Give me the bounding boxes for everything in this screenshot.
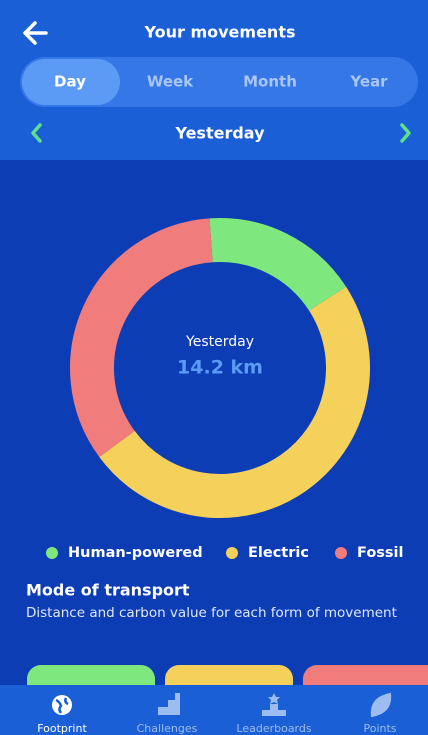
- back-button[interactable]: [23, 21, 48, 45]
- page-title: Your movements: [144, 23, 296, 42]
- challenges-icon: [158, 693, 180, 715]
- donut-segment: [99, 286, 370, 518]
- donut-segment: [209, 218, 347, 312]
- tab-active: [22, 59, 120, 105]
- donut-segment: [70, 218, 214, 457]
- tab-label[interactable]: Week: [147, 73, 194, 91]
- tab-label[interactable]: Month: [243, 73, 297, 91]
- nav-label[interactable]: Leaderboards: [236, 722, 311, 735]
- center-value: 14.2 km: [177, 357, 263, 379]
- tab-label[interactable]: Year: [349, 73, 388, 91]
- legend-swatch: [335, 547, 347, 559]
- center-label: Yesterday: [185, 334, 254, 350]
- date-label: Yesterday: [174, 124, 265, 143]
- leaderboards-icon: [262, 693, 286, 716]
- section-subtitle: Distance and carbon value for each form …: [26, 605, 397, 621]
- nav-labels: Footprint Challenges Leaderboards Points: [37, 722, 397, 735]
- legend: Human-powered Electric Fossil: [46, 545, 403, 561]
- tab-bar: [20, 57, 418, 107]
- points-icon: [370, 692, 392, 718]
- donut-chart: [70, 218, 370, 518]
- prev-button[interactable]: [31, 123, 42, 143]
- nav-label[interactable]: Footprint: [37, 722, 87, 735]
- legend-swatch: [46, 547, 58, 559]
- nav-label[interactable]: Challenges: [137, 722, 198, 735]
- bottom-nav: [0, 685, 428, 735]
- tab-label[interactable]: Day: [54, 73, 86, 91]
- legend-label: Electric: [248, 545, 309, 561]
- nav-label[interactable]: Points: [363, 722, 396, 735]
- section-title: Mode of transport: [26, 581, 190, 600]
- next-button[interactable]: [400, 123, 411, 143]
- globe-detail: [55, 697, 69, 714]
- legend-label: Human-powered: [68, 545, 203, 561]
- legend-swatch: [226, 547, 238, 559]
- legend-label: Fossil: [357, 545, 403, 561]
